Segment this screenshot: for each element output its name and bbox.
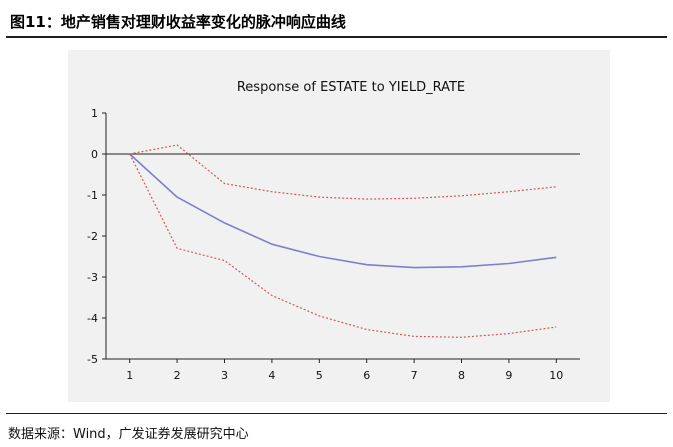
lower-confidence-band (129, 153, 557, 338)
figure-title: 图11：地产销售对理财收益率变化的脉冲响应曲线 (10, 13, 346, 31)
response-line (129, 153, 557, 269)
x-tick-label: 9 (505, 369, 512, 382)
y-tick-label: -1 (87, 189, 98, 202)
x-tick-label: 4 (268, 369, 275, 382)
x-tick-label: 10 (549, 369, 563, 382)
x-tick-label: 3 (221, 369, 228, 382)
impulse-response-chart: Response of ESTATE to YIELD_RATE10-1-2-3… (87, 80, 580, 382)
x-tick-label: 7 (411, 369, 418, 382)
y-tick-label: -2 (87, 230, 98, 243)
chart-panel: Response of ESTATE to YIELD_RATE 1 0 -1 -2 -3… (68, 50, 610, 402)
x-tick-label: 8 (458, 369, 465, 382)
x-tick-label: 2 (174, 369, 181, 382)
figure-header: 图11：地产销售对理财收益率变化的脉冲响应曲线 (6, 8, 667, 38)
x-tick-label: 5 (316, 369, 323, 382)
y-tick-label: -3 (87, 271, 98, 284)
y-tick-label: -4 (87, 312, 98, 325)
y-tick-label: -5 (87, 353, 98, 366)
x-tick-label: 6 (363, 369, 370, 382)
chart-title: Response of ESTATE to YIELD_RATE (237, 80, 465, 95)
y-tick-label: 0 (91, 148, 98, 161)
y-tick-label: 1 (91, 107, 98, 120)
upper-confidence-band (129, 144, 557, 200)
header-divider (6, 36, 667, 38)
data-source: 数据来源：Wind，广发证券发展研究中心 (8, 427, 249, 442)
x-tick-label: 1 (126, 369, 133, 382)
footer-divider (6, 413, 667, 414)
